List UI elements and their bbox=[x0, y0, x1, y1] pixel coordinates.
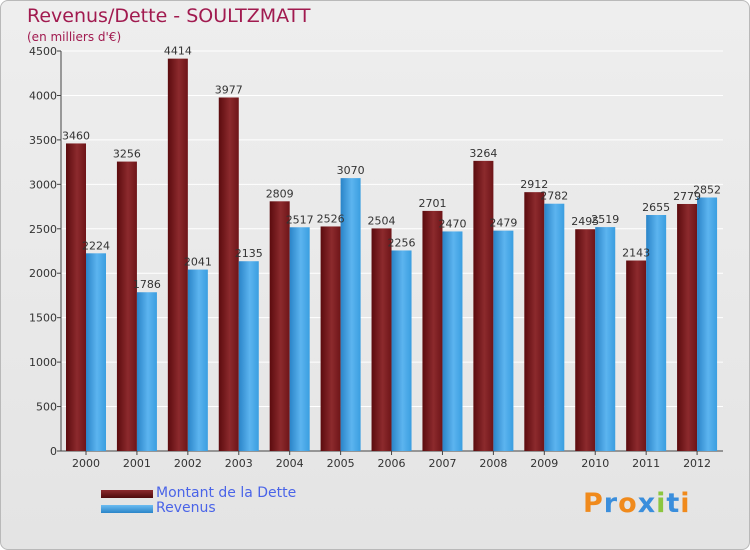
data-label-revenus: 2519 bbox=[591, 213, 619, 226]
logo-letter: t bbox=[666, 488, 681, 519]
data-label-revenus: 2479 bbox=[489, 217, 517, 230]
data-label-debt: 2779 bbox=[673, 190, 701, 203]
data-label-debt: 2701 bbox=[418, 197, 446, 210]
legend-swatch-debt bbox=[101, 490, 153, 498]
bar-debt bbox=[473, 160, 494, 451]
x-tick-label: 2001 bbox=[123, 457, 151, 470]
x-tick-label: 2002 bbox=[174, 457, 202, 470]
data-label-revenus: 2041 bbox=[184, 256, 212, 269]
logo-letter: i bbox=[656, 488, 667, 519]
bar-revenus bbox=[646, 215, 667, 451]
x-tick-label: 2012 bbox=[683, 457, 711, 470]
bar-revenus bbox=[391, 250, 412, 451]
data-label-debt: 2143 bbox=[622, 247, 650, 260]
bar-debt bbox=[626, 260, 647, 451]
legend-swatch-revenus bbox=[101, 505, 153, 513]
bar-revenus bbox=[238, 261, 259, 451]
y-tick-label: 4000 bbox=[29, 89, 57, 102]
y-tick-label: 500 bbox=[36, 401, 57, 414]
bar-debt bbox=[167, 58, 188, 452]
logo-letter: o bbox=[618, 488, 638, 519]
bar-debt bbox=[116, 161, 137, 452]
chart-title: Revenus/Dette - SOULTZMATT bbox=[27, 5, 311, 27]
bar-revenus bbox=[544, 203, 565, 451]
bar-debt bbox=[320, 226, 341, 451]
data-label-revenus: 3070 bbox=[337, 164, 365, 177]
data-label-revenus: 2224 bbox=[82, 239, 110, 252]
data-labels: 3460 2224 3256 1786 4414 2041 3977 2135 2809 2517… bbox=[62, 45, 721, 292]
bar-revenus bbox=[595, 227, 616, 451]
bar-debt bbox=[575, 229, 596, 451]
bar-debt bbox=[218, 97, 239, 451]
x-tick-label: 2003 bbox=[225, 457, 253, 470]
legend-label-debt: Montant de la Dette bbox=[156, 485, 297, 501]
x-tick-label: 2004 bbox=[276, 457, 304, 470]
bar-revenus bbox=[289, 227, 310, 451]
data-label-debt: 2912 bbox=[520, 178, 548, 191]
data-label-debt: 2504 bbox=[368, 214, 396, 227]
bar-debt bbox=[371, 228, 392, 451]
data-label-debt: 2526 bbox=[317, 212, 345, 225]
data-label-revenus: 2135 bbox=[235, 247, 263, 260]
logo-letter: r bbox=[603, 488, 619, 519]
x-tick-label: 2006 bbox=[378, 457, 406, 470]
y-tick-label: 1000 bbox=[29, 356, 57, 369]
x-tick-label: 2007 bbox=[428, 457, 456, 470]
logo-letter: x bbox=[637, 488, 657, 519]
bar-revenus bbox=[136, 292, 157, 451]
bars bbox=[66, 58, 718, 452]
bar-revenus bbox=[86, 253, 106, 451]
data-label-revenus: 2852 bbox=[693, 183, 721, 196]
data-label-revenus: 1786 bbox=[133, 278, 161, 291]
bar-debt bbox=[677, 203, 698, 451]
bar-revenus bbox=[442, 231, 463, 451]
x-tick-label: 2008 bbox=[479, 457, 507, 470]
x-tick-label: 2009 bbox=[530, 457, 558, 470]
bar-debt bbox=[269, 201, 290, 451]
bar-debt bbox=[66, 143, 86, 451]
data-label-debt: 3977 bbox=[215, 83, 243, 96]
bar-revenus bbox=[340, 178, 361, 451]
y-tick-label: 0 bbox=[50, 445, 57, 458]
y-tick-label: 1500 bbox=[29, 312, 57, 325]
data-label-debt: 2495 bbox=[571, 215, 599, 228]
data-label-revenus: 2256 bbox=[388, 236, 416, 249]
y-tick-label: 2500 bbox=[29, 223, 57, 236]
y-tick-label: 3500 bbox=[29, 134, 57, 147]
logo-letter: P bbox=[583, 488, 604, 519]
bar-revenus bbox=[187, 269, 208, 451]
data-label-revenus: 2782 bbox=[540, 190, 568, 203]
y-tick-label: 2000 bbox=[29, 267, 57, 280]
proxiti-logo: Proxiti bbox=[583, 488, 691, 519]
x-tick-label: 2005 bbox=[327, 457, 355, 470]
data-label-debt: 2809 bbox=[266, 187, 294, 200]
data-label-revenus: 2517 bbox=[286, 213, 314, 226]
x-tick-label: 2011 bbox=[632, 457, 660, 470]
logo-letter: i bbox=[680, 488, 691, 519]
y-tick-label: 4500 bbox=[29, 45, 57, 58]
bar-debt bbox=[422, 210, 443, 451]
data-label-debt: 4414 bbox=[164, 45, 192, 58]
y-tick-label: 3000 bbox=[29, 178, 57, 191]
bar-revenus bbox=[493, 230, 514, 451]
data-label-debt: 3256 bbox=[113, 148, 141, 161]
x-tick-label: 2010 bbox=[581, 457, 609, 470]
data-label-debt: 3460 bbox=[62, 129, 90, 142]
data-label-debt: 3264 bbox=[469, 147, 497, 160]
chart-subtitle: (en milliers d'€) bbox=[27, 30, 122, 44]
x-tick-label: 2000 bbox=[72, 457, 100, 470]
data-label-revenus: 2655 bbox=[642, 201, 670, 214]
bar-revenus bbox=[697, 197, 718, 451]
legend-label-revenus: Revenus bbox=[156, 500, 216, 516]
bar-debt bbox=[524, 192, 545, 451]
data-label-revenus: 2470 bbox=[438, 217, 466, 230]
